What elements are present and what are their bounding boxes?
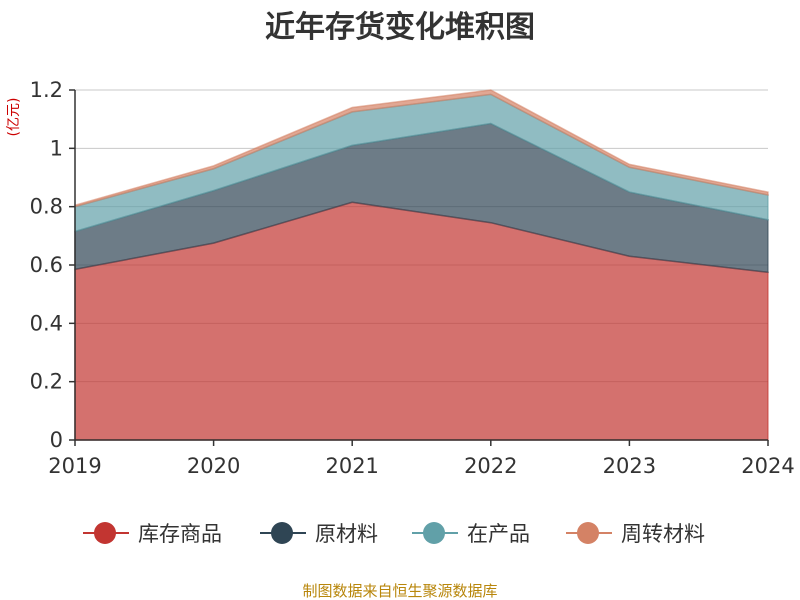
tick-labels: 0 0.2 0.4 0.6 0.8 1 1.2 2019 2020 2021 2022 2023 202… [30,78,795,478]
x-tick-label: 2019 [48,454,101,478]
x-tick-label: 2024 [741,454,794,478]
y-tick-label: 1 [50,136,63,160]
legend-item[interactable]: 库存商品 [83,522,222,546]
chart-title: 近年存货变化堆积图 [265,10,535,45]
y-tick-label: 0.6 [30,253,63,277]
legend-item[interactable]: 周转材料 [566,522,705,546]
x-tick-label: 2020 [187,454,240,478]
x-tick-label: 2022 [464,454,517,478]
y-tick-label: 0.2 [30,370,63,394]
legend[interactable]: 库存商品 原材料 在产品 周转材料 [83,522,705,546]
legend-label: 在产品 [467,522,530,546]
legend-swatch-marker [271,522,293,544]
x-tick-label: 2021 [325,454,378,478]
area-series [74,89,769,441]
data-source-note: 制图数据来自恒生聚源数据库 [302,582,497,600]
y-tick-label: 0 [50,428,63,452]
legend-swatch-marker [423,522,445,544]
legend-label: 库存商品 [138,522,222,546]
area-series-4 [74,89,769,208]
legend-item[interactable]: 原材料 [260,522,378,546]
y-tick-label: 0.8 [30,195,63,219]
y-tick-label: 0.4 [30,311,63,335]
legend-swatch-marker [94,522,116,544]
x-tick-label: 2023 [603,454,656,478]
legend-label: 原材料 [315,522,378,546]
y-axis-unit-label: (亿元) [6,98,22,137]
y-tick-label: 1.2 [30,78,63,102]
legend-item[interactable]: 在产品 [412,522,530,546]
legend-swatch-marker [577,522,599,544]
legend-label: 周转材料 [621,522,705,546]
